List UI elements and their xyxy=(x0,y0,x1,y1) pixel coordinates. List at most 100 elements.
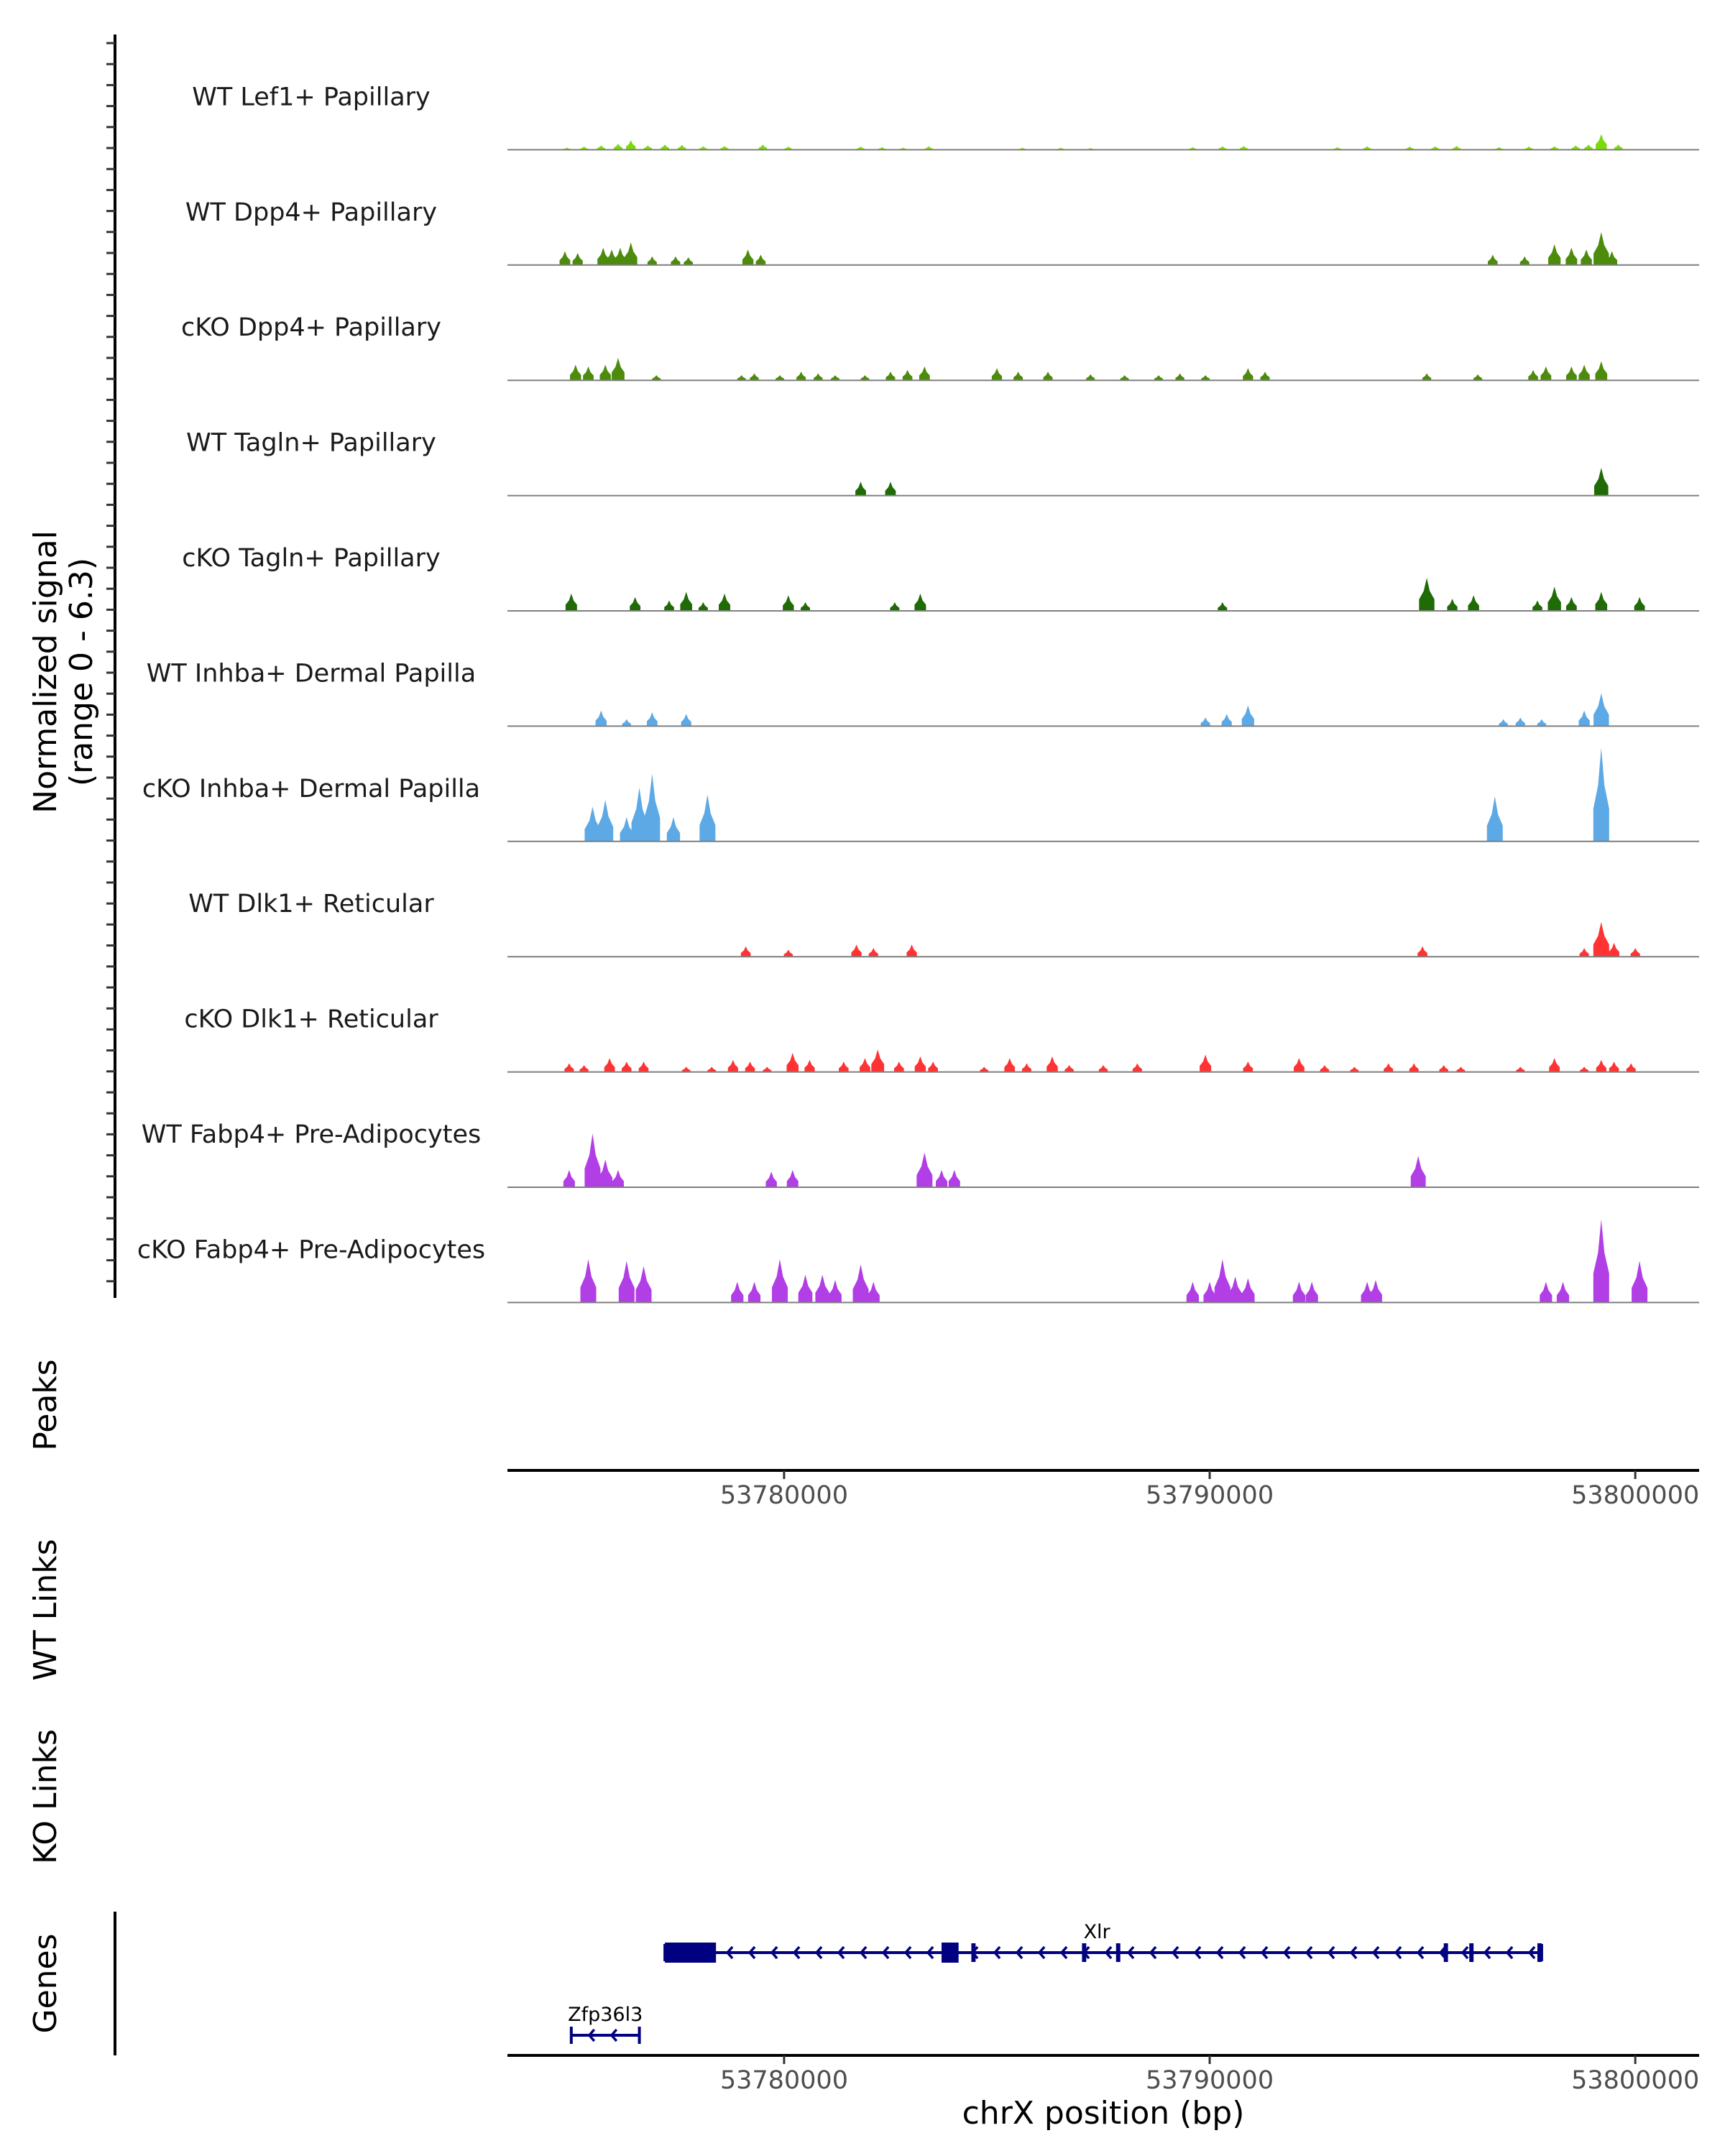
track-4-peak-2 xyxy=(664,600,674,611)
gene-0-chevron-15 xyxy=(1015,1945,1024,1960)
track-0-peak-32 xyxy=(1596,134,1607,150)
track-label-7: WT Dlk1+ Reticular xyxy=(188,890,434,918)
track-0-peak-29 xyxy=(1550,146,1559,150)
track-8: cKO Dlk1+ Reticular xyxy=(184,1005,1699,1073)
track-5-peak-8 xyxy=(1515,717,1525,727)
signal-axis-title: Normalized signal xyxy=(27,530,64,814)
track-4-peak-5 xyxy=(718,593,730,611)
genes-x-tick-label-2: 53800000 xyxy=(1571,2066,1699,2095)
track-8-peak-28 xyxy=(1320,1064,1330,1072)
track-8-peak-11 xyxy=(804,1059,815,1072)
track-4-peak-11 xyxy=(1419,578,1435,611)
track-8-peak-25 xyxy=(1200,1054,1212,1072)
track-10-peak-7 xyxy=(815,1274,829,1303)
track-4-peak-15 xyxy=(1547,586,1561,611)
track-9-peak-5 xyxy=(786,1169,799,1187)
gene-0-chevron-22 xyxy=(1171,1945,1179,1960)
track-10-peak-4 xyxy=(748,1281,761,1303)
track-0-peak-11 xyxy=(784,147,793,150)
track-10-peak-22 xyxy=(1593,1219,1609,1303)
track-4-peak-6 xyxy=(783,595,794,611)
track-8-peak-23 xyxy=(1098,1064,1108,1072)
track-1-peak-4 xyxy=(614,247,626,265)
track-6-peak-2 xyxy=(620,817,633,842)
track-4-peak-9 xyxy=(914,593,926,611)
track-1-peak-13 xyxy=(1548,244,1561,265)
track-1-peak-0 xyxy=(559,251,571,265)
track-7: WT Dlk1+ Reticular xyxy=(188,890,1699,958)
track-8-peak-39 xyxy=(1626,1063,1636,1072)
track-7-peak-7 xyxy=(1593,921,1609,957)
track-5-peak-11 xyxy=(1593,693,1609,727)
gene-0-chevron-19 xyxy=(1104,1945,1113,1960)
track-4-peak-8 xyxy=(890,602,900,611)
track-1-peak-8 xyxy=(684,257,694,265)
gene-0-chevron-27 xyxy=(1282,1945,1291,1960)
track-10-peak-13 xyxy=(1214,1259,1230,1303)
track-2-peak-3 xyxy=(612,357,625,381)
track-8-peak-37 xyxy=(1596,1059,1606,1072)
track-8-peak-36 xyxy=(1580,1067,1589,1072)
track-0-peak-6 xyxy=(661,144,669,150)
track-7-peak-5 xyxy=(1417,946,1427,957)
track-label-8: cKO Dlk1+ Reticular xyxy=(184,1005,438,1034)
track-4-peak-3 xyxy=(680,591,692,611)
track-9-peak-3 xyxy=(612,1169,624,1187)
gene-0-chevron-6 xyxy=(814,1945,823,1960)
track-0-peak-24 xyxy=(1405,147,1414,150)
track-7-peak-0 xyxy=(740,946,751,957)
track-5-peak-2 xyxy=(646,712,658,727)
track-1-peak-1 xyxy=(572,252,583,265)
track-2-peak-25 xyxy=(1422,373,1432,381)
gene-0-chevron-8 xyxy=(859,1945,868,1960)
gene-0-chevron-25 xyxy=(1238,1945,1246,1960)
track-8-peak-4 xyxy=(638,1061,649,1072)
gene-0-chevron-26 xyxy=(1260,1945,1269,1960)
track-2-peak-18 xyxy=(1086,374,1095,381)
gene-0-chevron-4 xyxy=(770,1945,778,1960)
track-4-peak-17 xyxy=(1595,591,1608,611)
track-10-peak-0 xyxy=(580,1259,597,1303)
track-9-peak-1 xyxy=(584,1133,601,1187)
track-10-peak-8 xyxy=(829,1280,842,1303)
track-2-peak-0 xyxy=(570,364,581,381)
track-1-peak-14 xyxy=(1565,247,1578,265)
track-9-peak-7 xyxy=(935,1169,947,1187)
track-0-peak-5 xyxy=(643,145,653,150)
track-10-peak-14 xyxy=(1228,1276,1243,1303)
track-label-5: WT Inhba+ Dermal Papilla xyxy=(147,659,476,688)
track-3: WT Tagln+ Papillary xyxy=(186,429,1699,497)
track-8-peak-27 xyxy=(1293,1058,1305,1072)
track-4-peak-10 xyxy=(1218,602,1228,611)
track-10-peak-15 xyxy=(1241,1278,1255,1303)
wt-links-panel-label: WT Links xyxy=(27,1539,64,1680)
gene-0-chevron-14 xyxy=(993,1945,1001,1960)
track-0-peak-28 xyxy=(1524,147,1533,150)
track-6: cKO Inhba+ Dermal Papilla xyxy=(142,747,1699,842)
track-8-peak-35 xyxy=(1549,1058,1560,1072)
gene-0-chevron-11 xyxy=(926,1945,934,1960)
track-5-peak-7 xyxy=(1499,719,1508,727)
track-5-peak-3 xyxy=(681,714,691,727)
peaks-x-tick-label-1: 53790000 xyxy=(1146,1481,1274,1510)
gene-0-exon-1 xyxy=(941,1943,959,1963)
track-8-peak-9 xyxy=(763,1067,772,1072)
track-4-peak-16 xyxy=(1565,596,1577,611)
track-9: WT Fabp4+ Pre-Adipocytes xyxy=(142,1120,1699,1188)
track-8-peak-16 xyxy=(914,1056,926,1072)
gene-0-chevron-21 xyxy=(1149,1945,1157,1960)
track-2-peak-15 xyxy=(991,368,1003,381)
gene-0-chevron-7 xyxy=(837,1945,845,1960)
track-8-peak-24 xyxy=(1132,1063,1142,1072)
track-2-peak-27 xyxy=(1528,369,1538,381)
track-2-peak-10 xyxy=(831,374,840,381)
track-2-peak-31 xyxy=(1595,361,1608,381)
track-6-peak-8 xyxy=(1593,747,1609,842)
track-8-peak-10 xyxy=(786,1053,799,1072)
gene-1-chevron-0 xyxy=(587,2028,596,2042)
track-8-peak-30 xyxy=(1384,1063,1394,1072)
track-8-peak-5 xyxy=(681,1067,691,1072)
track-8-peak-19 xyxy=(1004,1058,1016,1072)
track-0-peak-30 xyxy=(1571,145,1581,150)
